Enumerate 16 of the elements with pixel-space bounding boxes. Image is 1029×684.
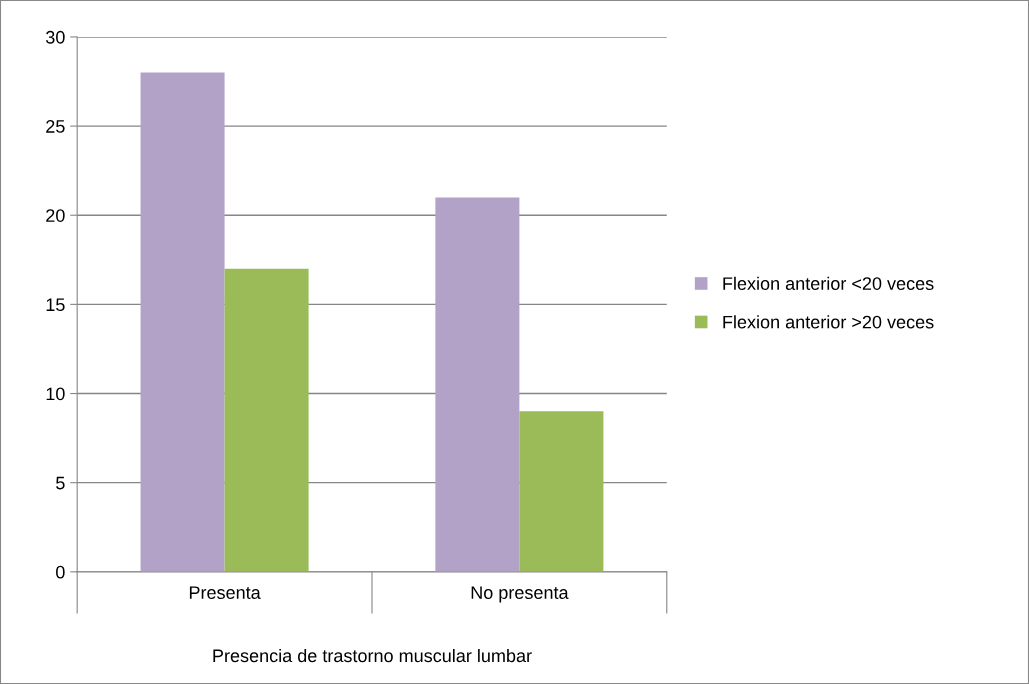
legend-label: Flexion anterior >20 veces: [723, 315, 934, 329]
bar: [140, 72, 225, 572]
bar: [224, 268, 309, 572]
y-tick-label: 20: [46, 209, 65, 222]
y-tick-label: 0: [56, 565, 65, 579]
x-axis-title: Presencia de trastorno muscular lumbar: [213, 648, 532, 663]
y-tick-label: 10: [46, 387, 65, 401]
y-tick-label: 25: [46, 120, 65, 133]
legend-label: Flexion anterior <20 veces: [723, 276, 934, 290]
bar: [435, 197, 520, 572]
bar: [519, 411, 604, 572]
y-tick-label: 30: [45, 30, 65, 44]
x-tick-label: Presenta: [189, 586, 261, 599]
y-tick-label: 15: [46, 298, 65, 312]
x-tick-label: No presenta: [471, 586, 569, 603]
y-tick-label: 5: [56, 476, 65, 490]
